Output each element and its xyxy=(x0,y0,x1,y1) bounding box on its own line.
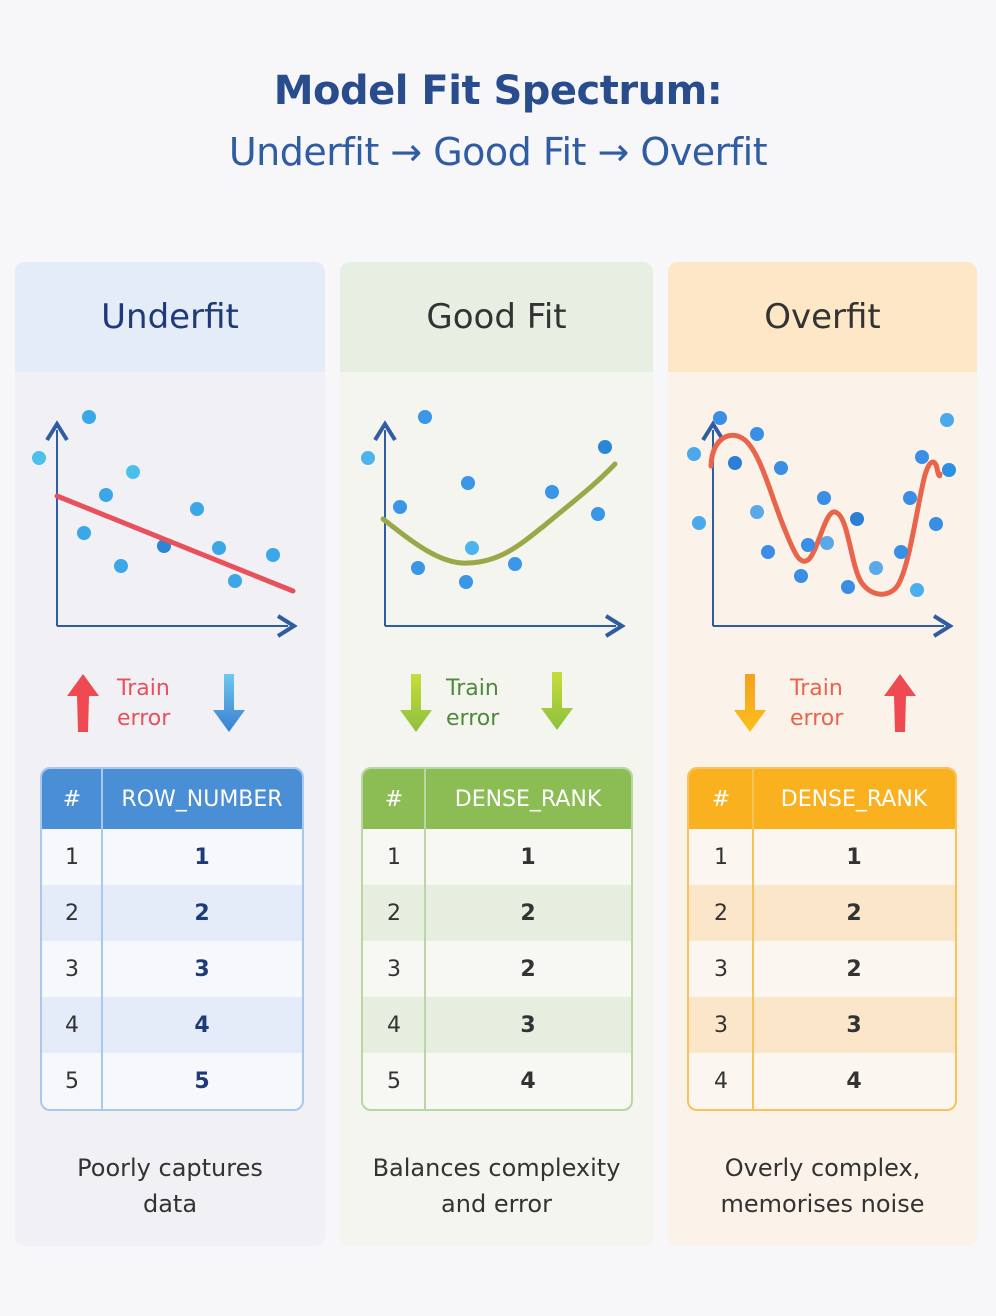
table-row: 1 1 xyxy=(387,844,536,870)
data-points xyxy=(32,410,280,588)
table-row: 2 2 xyxy=(42,885,302,941)
column-header-index: # xyxy=(384,786,404,812)
table-row: 4 3 xyxy=(363,997,631,1053)
panel-good-fit: Good Fit Train error # DENSE_RANK 1 1 xyxy=(340,262,653,1246)
table-dense-rank: # DENSE_RANK 1 1 2 2 3 2 4 3 5 4 xyxy=(361,767,633,1111)
table-row: 4 4 xyxy=(714,1068,862,1094)
panel-title: Overfit xyxy=(764,297,881,337)
table-row-number: # ROW_NUMBER 1 1 2 2 3 3 4 4 5 5 xyxy=(40,767,304,1111)
panel-description: Poorly captures data xyxy=(77,1154,263,1218)
table-header: # DENSE_RANK xyxy=(689,769,955,829)
column-header-index: # xyxy=(711,786,731,812)
scatter-plot-good-fit xyxy=(361,410,626,638)
panel-underfit: Underfit Train error # ROW_NUMBER 1 1 xyxy=(15,262,325,1246)
table-row: 2 2 xyxy=(363,885,631,941)
table-row: 1 1 xyxy=(65,844,210,870)
panel-description: Overly complex, memorises noise xyxy=(720,1154,925,1218)
fit-curve xyxy=(380,461,618,566)
panel-title: Underfit xyxy=(101,297,239,337)
page-subtitle: Underfit → Good Fit → Overfit xyxy=(228,130,768,174)
column-header-value: ROW_NUMBER xyxy=(121,786,283,812)
scatter-plot-overfit xyxy=(687,411,956,638)
table-row: 3 2 xyxy=(714,956,862,982)
table-header: # DENSE_RANK xyxy=(363,769,631,829)
column-divider xyxy=(101,769,103,1109)
table-row: 3 2 xyxy=(387,956,536,982)
column-divider xyxy=(752,769,754,1109)
table-row: 4 4 xyxy=(42,997,302,1053)
panel-header: Good Fit xyxy=(340,262,653,372)
table-dense-rank: # DENSE_RANK 1 1 2 2 3 2 3 3 4 4 xyxy=(687,767,957,1111)
table-row: 5 4 xyxy=(387,1068,536,1094)
arrow-up-icon xyxy=(67,674,99,732)
arrow-up-icon xyxy=(884,674,916,732)
panel-header: Underfit xyxy=(15,262,325,372)
table-row: 3 3 xyxy=(689,997,955,1053)
fit-curve xyxy=(708,432,943,597)
arrow-down-icon xyxy=(400,674,432,732)
scatter-plot-underfit xyxy=(32,410,298,638)
train-error-label: Train error xyxy=(790,676,844,731)
table-row: 2 2 xyxy=(689,885,955,941)
arrow-down-icon xyxy=(213,674,245,732)
data-points xyxy=(361,410,612,589)
panel-description: Balances complexity and error xyxy=(372,1154,621,1218)
column-header-value: DENSE_RANK xyxy=(454,786,602,812)
arrow-down-icon xyxy=(734,674,766,732)
fit-line xyxy=(54,493,296,594)
panel-overfit: Overfit Train error # DENSE_RANK xyxy=(668,262,977,1246)
table-row: 3 3 xyxy=(65,956,210,982)
train-error-label: Train error xyxy=(446,676,500,731)
panel-title: Good Fit xyxy=(426,297,567,337)
table-row: 5 5 xyxy=(65,1068,210,1094)
arrow-down-icon xyxy=(541,672,573,730)
train-error-label: Train error xyxy=(117,676,171,731)
column-header-index: # xyxy=(62,786,82,812)
data-points xyxy=(687,411,956,597)
table-row: 1 1 xyxy=(714,844,862,870)
panel-header: Overfit xyxy=(668,262,977,372)
column-divider xyxy=(424,769,426,1109)
table-header: # ROW_NUMBER xyxy=(42,769,302,829)
page-title: Model Fit Spectrum: xyxy=(273,68,723,114)
column-header-value: DENSE_RANK xyxy=(780,786,928,812)
